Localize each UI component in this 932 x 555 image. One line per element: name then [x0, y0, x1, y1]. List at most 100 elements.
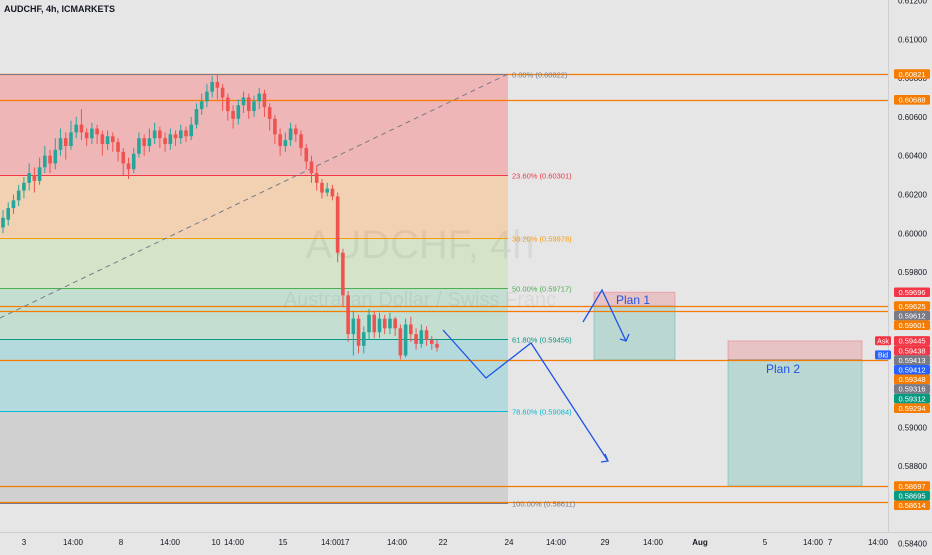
- svg-text:0.59348: 0.59348: [898, 375, 925, 384]
- svg-text:0.60688: 0.60688: [898, 96, 925, 105]
- svg-text:0.58697: 0.58697: [898, 482, 925, 491]
- fib-level-label: 100.00% (0.58611): [512, 500, 576, 509]
- candle: [184, 126, 188, 143]
- candle: [105, 130, 110, 150]
- svg-text:Ask: Ask: [877, 338, 889, 345]
- price-label: 0.59445: [894, 336, 930, 346]
- candle: [100, 130, 105, 156]
- plan-stop-zone[interactable]: [727, 340, 863, 361]
- fib-zone: [0, 288, 508, 339]
- candle: [294, 124, 298, 143]
- fib-level-label: 23.60% (0.60301): [512, 172, 572, 181]
- candle: [74, 116, 79, 139]
- time-tick-label: Aug: [692, 538, 708, 547]
- candle: [178, 124, 183, 145]
- price-tick-label: 0.61000: [898, 35, 927, 44]
- svg-text:0.59413: 0.59413: [898, 356, 925, 365]
- fib-lines[interactable]: 0.00% (0.60822) 23.60% (0.60301) 38.20% (0…: [0, 71, 576, 509]
- fib-level-label: 61.80% (0.59456): [512, 336, 572, 345]
- candle: [367, 308, 371, 340]
- candle: [398, 324, 403, 360]
- candle: [58, 128, 63, 156]
- candle: [325, 182, 329, 197]
- plan-target-zone[interactable]: [593, 305, 676, 361]
- candle: [226, 93, 230, 121]
- price-tick-label: 0.61200: [898, 0, 927, 5]
- candle: [236, 99, 241, 125]
- candle: [163, 132, 167, 152]
- candle: [131, 147, 136, 174]
- candle: [158, 126, 162, 148]
- price-label: 0.59612: [894, 310, 930, 321]
- candle: [335, 192, 340, 263]
- price-label: 0.59294: [894, 403, 930, 413]
- candle: [356, 314, 361, 354]
- price-label: 0.58695: [894, 490, 930, 501]
- candles: [1, 74, 439, 360]
- price-label: 0.59438: [894, 345, 930, 356]
- time-tick-label: 15: [279, 538, 288, 547]
- plan-target-zone[interactable]: [727, 359, 863, 487]
- price-tick-label: 0.58400: [898, 540, 927, 549]
- candle: [53, 138, 58, 170]
- plan-1-path[interactable]: [582, 288, 627, 342]
- svg-text:0.59294: 0.59294: [898, 404, 925, 413]
- candle: [382, 314, 387, 335]
- time-tick-label: 14:00: [160, 538, 181, 547]
- time-tick-label: 14:00: [868, 538, 889, 547]
- candle: [231, 105, 235, 129]
- plan-2-label: Plan 2: [766, 362, 800, 376]
- symbol-title[interactable]: AUDCHF, 4h, ICMARKETS: [4, 4, 115, 14]
- candle: [126, 157, 131, 179]
- candle: [393, 316, 397, 337]
- time-tick-label: 7: [828, 538, 833, 547]
- candle: [43, 145, 47, 174]
- candle: [220, 83, 225, 112]
- candle: [6, 202, 11, 226]
- candle: [142, 134, 146, 156]
- time-tick-label: 14:00: [387, 538, 408, 547]
- price-label: 0.59625: [894, 301, 930, 311]
- fib-zone: [0, 174, 508, 238]
- svg-text:0.59438: 0.59438: [898, 346, 925, 355]
- svg-text:0.59625: 0.59625: [898, 302, 925, 311]
- price-label: 0.60821: [894, 69, 930, 79]
- candle: [341, 248, 345, 307]
- projection-path[interactable]: [442, 329, 609, 462]
- candle: [273, 114, 277, 145]
- price-label: 0.59696: [894, 287, 930, 298]
- ask-tag: Ask: [875, 336, 891, 346]
- candle: [429, 336, 434, 350]
- fib-level-label: 38.20% (0.59978): [512, 235, 572, 244]
- time-tick-label: 14:00: [803, 538, 824, 547]
- candle: [299, 130, 303, 156]
- candle: [309, 155, 314, 183]
- price-tick-label: 0.60000: [898, 229, 927, 238]
- fib-trend-line[interactable]: [0, 73, 509, 319]
- fib-zone: [0, 237, 508, 289]
- svg-text:0.59612: 0.59612: [898, 311, 925, 320]
- projection-arrows[interactable]: [442, 288, 630, 463]
- time-tick-label: 17: [341, 538, 350, 547]
- bid-tag: Bid: [875, 350, 891, 360]
- candle: [210, 76, 214, 98]
- candle: [22, 177, 26, 199]
- price-label: 0.58697: [894, 481, 930, 491]
- time-axis[interactable]: 3 14:00 8 14:00 10 14:00 15 14:00 17 14:00 22 24 14:…: [0, 532, 932, 548]
- svg-text:0.59412: 0.59412: [898, 366, 925, 375]
- candle: [27, 163, 31, 191]
- candle: [199, 93, 204, 115]
- time-tick-label: 29: [601, 538, 610, 547]
- fib-zone: [0, 410, 508, 503]
- plan-boxes[interactable]: [593, 291, 863, 487]
- candle: [346, 291, 350, 342]
- candle: [137, 132, 141, 158]
- arrowhead[interactable]: [619, 333, 630, 342]
- arrowhead[interactable]: [600, 453, 609, 463]
- candle: [419, 324, 424, 348]
- candle: [372, 310, 377, 339]
- candle: [173, 130, 178, 146]
- fib-zone: [0, 73, 508, 175]
